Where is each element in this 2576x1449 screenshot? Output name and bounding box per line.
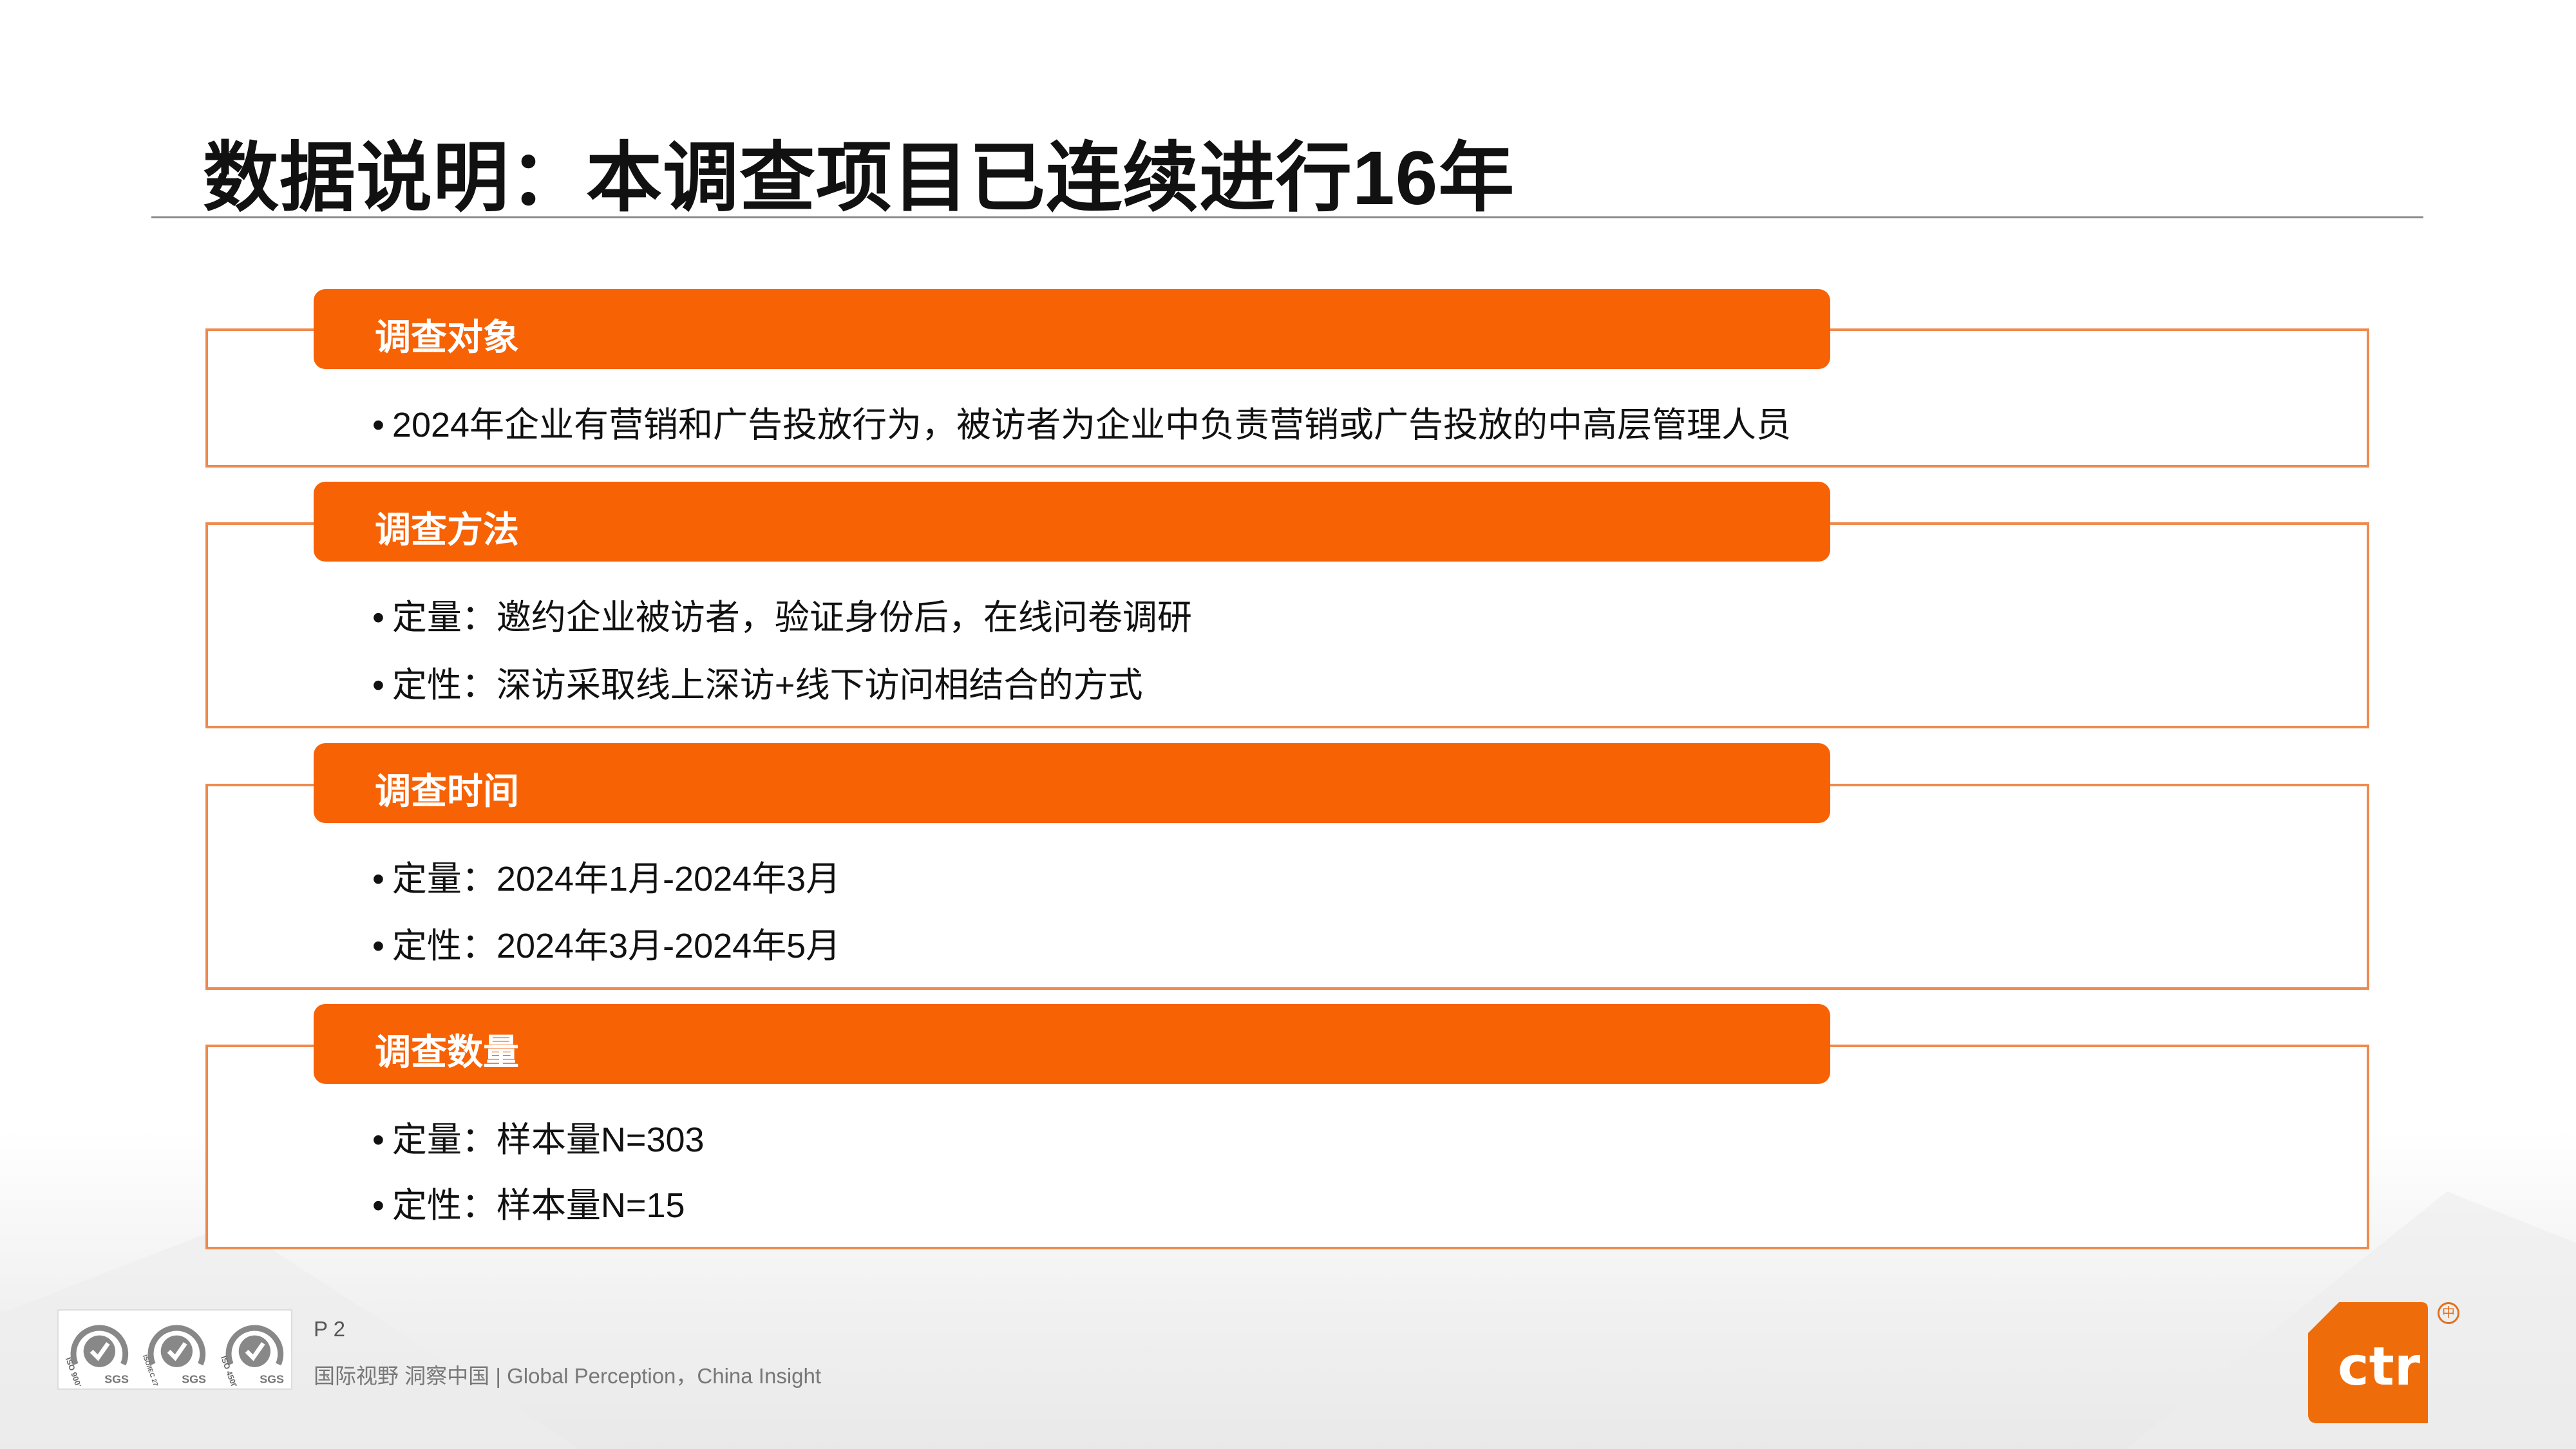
- bullet-text: 定量：2024年1月-2024年3月: [392, 860, 841, 898]
- section-header-method: 调查方法: [314, 482, 1830, 562]
- bullet-text: 定量：邀约企业被访者，验证身份后，在线问卷调研: [392, 598, 1192, 637]
- footer-tagline: 国际视野 洞察中国 | Global Perception，China Insi…: [314, 1364, 822, 1388]
- section-header-label: 调查时间: [375, 771, 519, 811]
- bullet-item: • 定量：2024年1月-2024年3月: [372, 860, 841, 898]
- bullet-text: 定性：深访采取线上深访+线下访问相结合的方式: [392, 666, 1143, 705]
- certification-badges: ISO 9001 SGS ISO/IEC 27001 SGS ISO 45001…: [57, 1309, 292, 1390]
- cert-label: ISO 45001: [219, 1354, 240, 1386]
- page-number: P 2: [314, 1317, 345, 1341]
- cert-brand: SGS: [260, 1372, 284, 1385]
- bullet-item: • 定量：邀约企业被访者，验证身份后，在线问卷调研: [372, 598, 1192, 637]
- cert-brand: SGS: [182, 1372, 207, 1385]
- cert-brand: SGS: [104, 1372, 129, 1385]
- bullet-text: 定量：样本量N=303: [392, 1121, 705, 1159]
- bullet-text: 定性：样本量N=15: [392, 1186, 685, 1225]
- section-header-label: 调查对象: [375, 317, 519, 357]
- bullet-item: • 定量：样本量N=303: [372, 1121, 705, 1159]
- section-header-label: 调查数量: [375, 1032, 519, 1072]
- title-divider: [151, 216, 2423, 218]
- registered-mark-icon: 中: [2438, 1302, 2459, 1324]
- section-header-subject: 调查对象: [314, 289, 1830, 369]
- section-header-label: 调查方法: [375, 509, 519, 550]
- bullet-text: 定性：2024年3月-2024年5月: [392, 927, 841, 965]
- bullet-item: • 定性：样本量N=15: [372, 1186, 685, 1225]
- page-title: 数据说明：本调查项目已连续进行16年: [203, 136, 1515, 221]
- sgs-iso9001-badge-icon: ISO 9001 SGS: [64, 1325, 129, 1386]
- bullet-item: • 2024年企业有营销和广告投放行为，被访者为企业中负责营销或广告投放的中高层管…: [372, 406, 1792, 444]
- section-header-time: 调查时间: [314, 743, 1830, 823]
- sgs-iso45001-badge-icon: ISO 45001 SGS: [219, 1325, 284, 1386]
- bullet-item: • 定性：深访采取线上深访+线下访问相结合的方式: [372, 666, 1143, 705]
- cert-label: ISO 9001: [64, 1356, 84, 1385]
- bullet-item: • 定性：2024年3月-2024年5月: [372, 927, 841, 965]
- section-header-sample: 调查数量: [314, 1004, 1830, 1084]
- sgs-iso27001-badge-icon: ISO/IEC 27001 SGS: [141, 1325, 207, 1386]
- logo-text: ctr: [2338, 1336, 2421, 1397]
- bullet-text: 2024年企业有营销和广告投放行为，被访者为企业中负责营销或广告投放的中高层管理…: [392, 406, 1792, 444]
- ctr-logo: ctr: [2308, 1302, 2428, 1423]
